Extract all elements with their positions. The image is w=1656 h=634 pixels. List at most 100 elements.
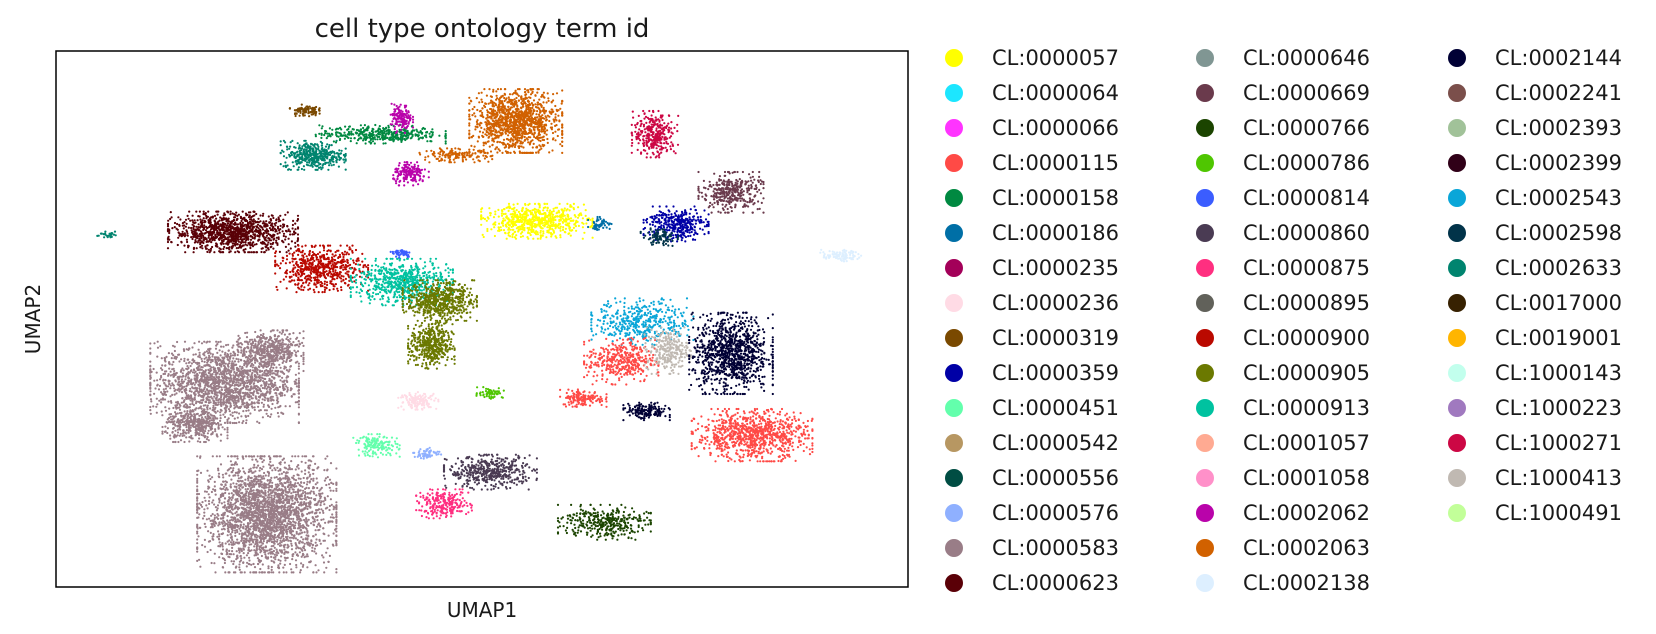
point	[276, 529, 279, 532]
point	[279, 511, 282, 514]
point	[270, 398, 273, 401]
point	[197, 426, 201, 429]
point	[162, 388, 165, 391]
point	[207, 368, 210, 371]
point	[231, 516, 234, 519]
point	[242, 470, 245, 473]
point	[217, 533, 221, 536]
point	[245, 421, 248, 425]
point	[196, 493, 199, 496]
point	[335, 515, 338, 519]
point	[276, 511, 279, 514]
point	[156, 403, 159, 406]
point	[175, 421, 178, 424]
point	[287, 476, 290, 479]
point	[310, 460, 313, 463]
point	[326, 476, 329, 479]
point	[203, 425, 206, 428]
point	[264, 384, 268, 387]
point	[280, 411, 283, 414]
point	[295, 378, 298, 381]
point	[204, 435, 207, 438]
point	[152, 367, 155, 371]
point	[238, 487, 241, 490]
point	[262, 509, 265, 512]
point	[206, 359, 209, 362]
point	[209, 519, 212, 523]
point	[245, 565, 248, 568]
point	[208, 396, 211, 399]
point	[234, 491, 237, 494]
point	[219, 439, 222, 442]
point	[270, 559, 273, 563]
point	[254, 396, 257, 399]
point	[309, 506, 312, 509]
point	[234, 520, 237, 523]
point	[306, 566, 309, 569]
point	[223, 485, 226, 488]
point	[196, 559, 199, 563]
point	[266, 505, 269, 508]
point	[249, 482, 252, 485]
point	[231, 346, 234, 349]
point	[276, 538, 279, 541]
point	[217, 359, 220, 362]
point	[244, 472, 247, 475]
point	[292, 520, 295, 523]
point	[230, 535, 233, 538]
point	[230, 498, 233, 501]
point	[207, 480, 210, 483]
point	[262, 492, 265, 495]
point	[232, 395, 235, 398]
point	[261, 563, 264, 566]
point	[172, 406, 175, 410]
point	[266, 414, 270, 418]
point	[206, 469, 209, 472]
point	[211, 392, 214, 395]
point	[222, 480, 225, 483]
point	[318, 538, 321, 542]
point	[278, 462, 281, 465]
point	[237, 547, 240, 550]
point	[194, 381, 197, 384]
point	[242, 420, 245, 423]
point	[240, 557, 243, 560]
point	[257, 562, 260, 566]
point	[273, 377, 276, 380]
point	[264, 508, 267, 511]
point	[197, 348, 200, 351]
point	[273, 467, 276, 470]
point	[238, 532, 241, 536]
point	[248, 496, 251, 499]
point	[235, 565, 238, 568]
point	[247, 362, 250, 365]
point	[335, 506, 338, 509]
point	[198, 414, 201, 417]
point	[250, 479, 253, 482]
point	[263, 571, 266, 574]
point	[229, 521, 232, 525]
point	[331, 513, 334, 516]
point	[228, 362, 231, 365]
point	[257, 478, 260, 481]
point	[297, 412, 300, 415]
point	[246, 375, 249, 379]
point	[208, 474, 211, 477]
point	[310, 490, 313, 493]
point	[241, 403, 244, 406]
point	[261, 370, 264, 373]
point	[213, 410, 216, 413]
point	[220, 483, 223, 486]
point	[199, 471, 203, 474]
point	[188, 436, 191, 439]
point	[257, 464, 260, 467]
point	[227, 390, 231, 393]
point	[335, 511, 338, 514]
point	[331, 520, 334, 523]
point	[280, 482, 283, 485]
point	[168, 407, 171, 410]
point	[329, 462, 333, 465]
point	[232, 493, 235, 496]
point	[207, 500, 211, 503]
point	[257, 519, 260, 522]
